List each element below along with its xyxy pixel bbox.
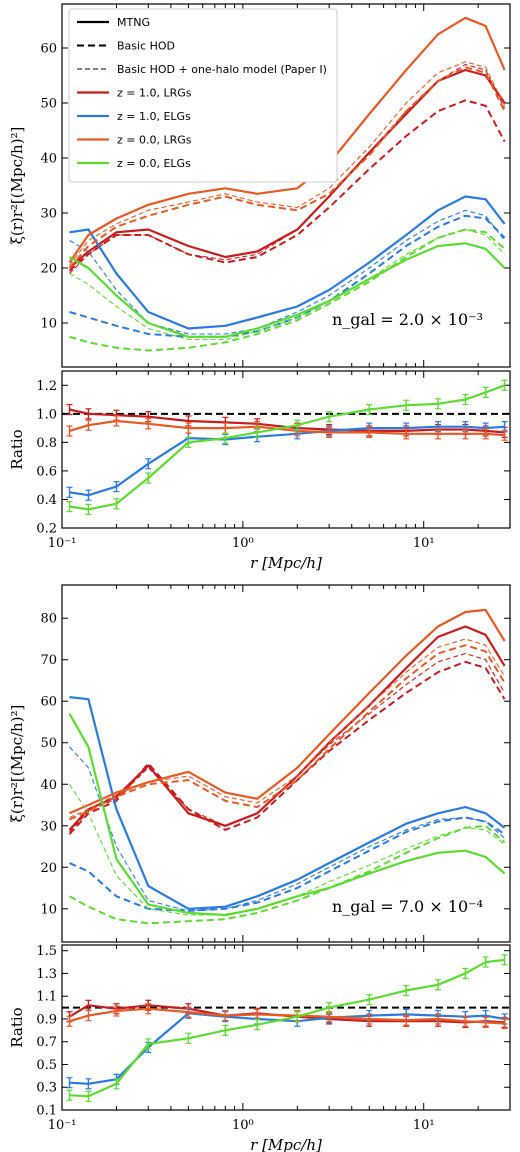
ytick-label: 1.2 — [36, 379, 57, 394]
series-line-z0_elg-hod — [69, 824, 506, 925]
series-line-z1_lrg-hod — [68, 660, 506, 835]
series-line-z1_elg — [69, 425, 505, 497]
xtick-label: 10⁻¹ — [48, 536, 77, 551]
series-line-z1_lrg-mtng — [68, 68, 506, 269]
ytick-label: 0.3 — [36, 1081, 57, 1096]
ytick-label: 30 — [40, 207, 57, 222]
ytick-label: 10 — [40, 902, 57, 917]
ytick-label: 20 — [40, 262, 57, 277]
ytick-label: 0.4 — [36, 493, 57, 508]
xtick-label: 10⁰ — [232, 1118, 254, 1133]
density-annotation: n_gal = 2.0 × 10⁻³ — [332, 310, 483, 329]
ytick-label: 50 — [40, 97, 57, 112]
series-line-z0_elg-one-halo — [69, 228, 505, 341]
legend-box — [68, 8, 338, 183]
ytick-label: 0.2 — [36, 522, 57, 537]
y-axis-label: ξ(r)r²[(Mpc/h)²] — [8, 705, 26, 823]
legend-entry: Basic HOD + one-halo model (Paper I) — [117, 63, 327, 76]
ytick-label: 60 — [40, 42, 57, 57]
ytick-label: 0.1 — [36, 1104, 57, 1119]
xtick-label: 10⁰ — [232, 536, 254, 551]
ytick-label: 80 — [40, 612, 57, 627]
ytick-label: 50 — [40, 736, 57, 751]
series-line-z1_lrg-one-halo — [69, 63, 506, 274]
series-line-z1_elg-one-halo — [69, 209, 506, 335]
x-axis-label: r [Mpc/h] — [250, 1136, 322, 1152]
ytick-label: 0.5 — [36, 1058, 57, 1073]
plot-frame-top-ratio — [61, 370, 511, 529]
legend-entry: MTNG — [117, 16, 150, 29]
legend-entry: z = 1.0, LRGs — [117, 87, 192, 100]
series-line-z1_elg-hod — [69, 816, 506, 912]
series-line-z0_lrg-hod — [68, 66, 506, 269]
legend-entry: Basic HOD — [117, 40, 175, 53]
legend-entry: z = 1.0, ELGs — [117, 110, 191, 123]
density-annotation: n_gal = 7.0 × 10⁻⁴ — [332, 897, 483, 916]
ytick-label: 0.6 — [36, 464, 57, 479]
plot-frame-top-main — [61, 3, 511, 368]
series-line-z0_elg — [69, 384, 505, 511]
series-line-z0_lrg-one-halo — [69, 638, 506, 819]
xtick-label: 10¹ — [413, 1118, 435, 1133]
series-line-z1_lrg-mtng — [68, 625, 506, 831]
ytick-label: 1.0 — [36, 407, 57, 422]
series-line-z0_elg-mtng — [68, 242, 506, 338]
series-line-z0_lrg-mtng — [69, 608, 506, 815]
ytick-label: 40 — [40, 152, 57, 167]
series-line-z0_elg-one-halo — [69, 783, 505, 916]
xtick-label: 10¹ — [413, 536, 435, 551]
ytick-label: 30 — [40, 819, 57, 834]
ytick-label: 20 — [40, 861, 57, 876]
y-axis-label: Ratio — [8, 429, 26, 469]
legend-entry: z = 0.0, ELGs — [117, 157, 191, 170]
ytick-label: 0.8 — [36, 436, 57, 451]
ytick-label: 1.1 — [36, 990, 57, 1005]
series-line-z1_elg-one-halo — [69, 746, 505, 912]
series-line-z1_elg-mtng — [69, 195, 506, 330]
series-line-z0_lrg-one-halo — [69, 61, 506, 266]
series-line-z1_elg-mtng — [69, 696, 506, 910]
ytick-label: 10 — [40, 317, 57, 332]
ytick-label: 0.7 — [36, 1035, 57, 1050]
ytick-label: 70 — [40, 653, 57, 668]
plot-frame-bottom-ratio — [61, 944, 511, 1111]
y-axis-label: Ratio — [8, 1007, 26, 1047]
series-line-z0_lrg-mtng — [68, 16, 506, 264]
plot-frame-bottom-main — [61, 584, 511, 943]
ytick-label: 40 — [40, 778, 57, 793]
ytick-label: 0.9 — [36, 1012, 57, 1027]
x-axis-label: r [Mpc/h] — [250, 554, 322, 572]
series-line-z1_lrg-hod — [68, 99, 506, 272]
series-line-z0_elg-hod — [69, 228, 506, 352]
ytick-label: 1.5 — [36, 944, 57, 959]
series-line-z1_lrg-one-halo — [69, 652, 506, 833]
y-axis-label: ξ(r)r²[(Mpc/h)²] — [8, 127, 26, 245]
legend-entry: z = 0.0, LRGs — [117, 134, 192, 147]
ytick-label: 1.3 — [36, 967, 57, 982]
ytick-label: 60 — [40, 695, 57, 710]
xtick-label: 10⁻¹ — [48, 1118, 77, 1133]
